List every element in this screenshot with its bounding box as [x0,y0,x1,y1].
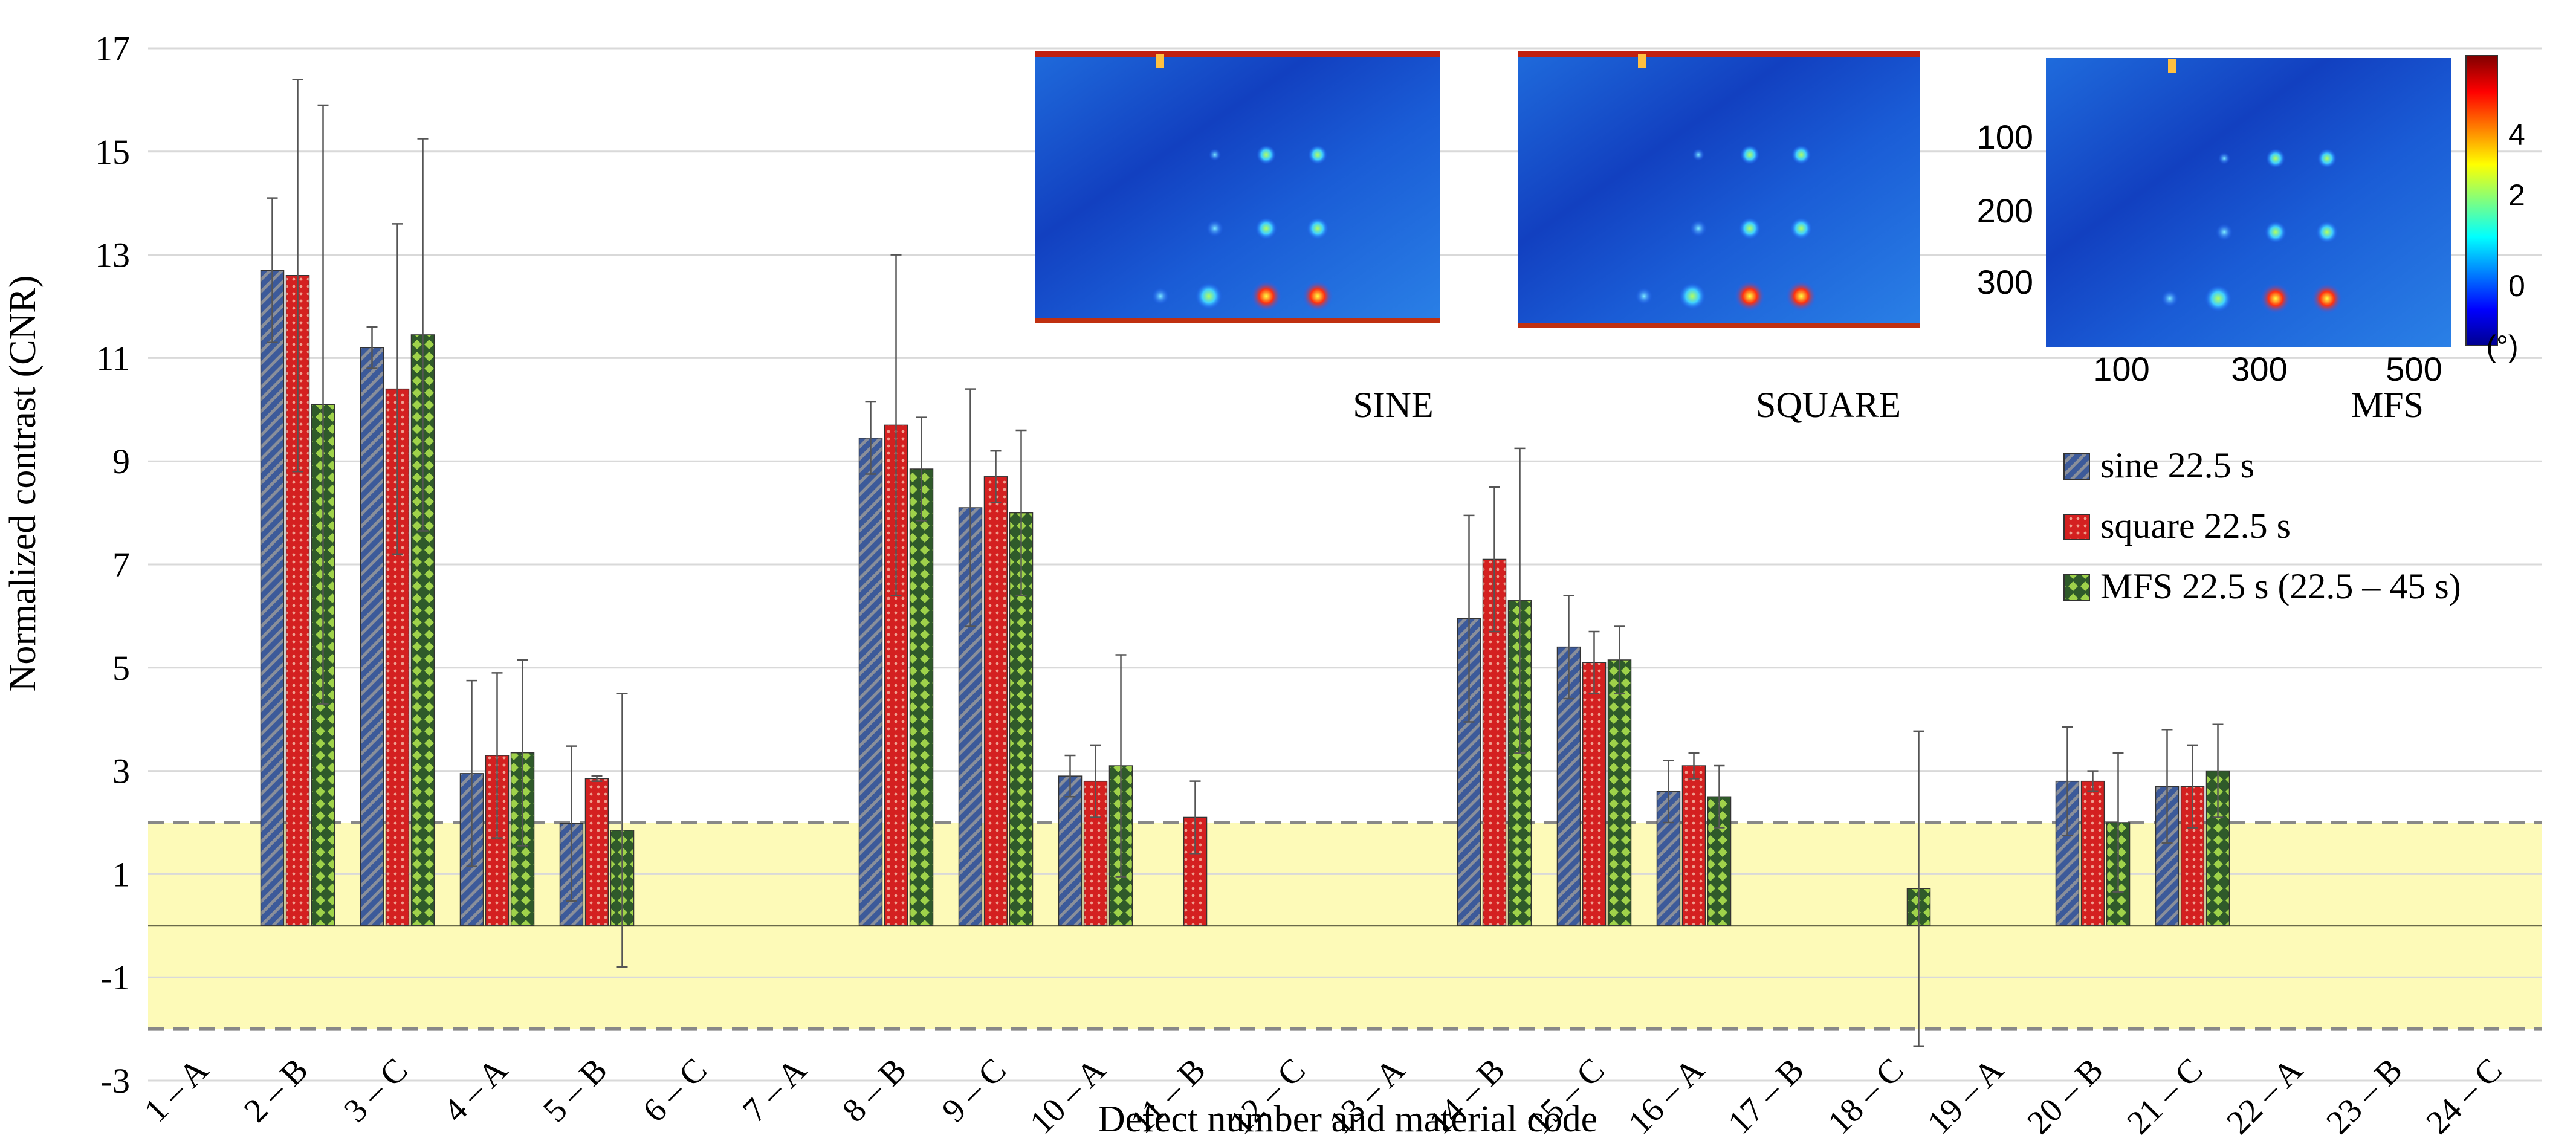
y-tick-label: 9 [112,442,130,481]
bar [360,347,384,926]
x-tick-label: 2 – B [237,1051,316,1130]
bar [983,476,1008,926]
bar [909,468,934,926]
colorbar-tick: 2 [2508,178,2525,212]
colorbar-tick: 4 [2508,118,2525,152]
bar [1009,512,1034,926]
x-tick-label: 8 – B [835,1051,914,1130]
legend-swatch-square [2063,514,2090,540]
x-tick-label: 20 – B [2020,1051,2110,1141]
bar [584,778,609,926]
x-axis-title: Defect number and material code [1098,1099,1597,1140]
colorbar-tick: 0 [2508,269,2525,303]
inset-x-tick: 500 [2386,350,2442,388]
inset-caption-mfs: MFS [2351,385,2424,425]
bar [1582,662,1607,926]
inset-x-tick: 100 [2093,350,2149,388]
x-tick-label: 17 – B [1721,1051,1811,1141]
x-tick-label: 3 – C [337,1051,415,1130]
y-tick-label: 11 [96,338,130,378]
square-thermogram [1518,51,1920,328]
y-tick-label: 1 [112,855,130,894]
inset-caption-square: SQUARE [1756,385,1901,425]
legend-label-square: square 22.5 s [2100,506,2291,546]
bar [260,270,285,926]
inset-y-tick: 100 [1977,118,2033,156]
legend-swatch-mfs [2063,574,2090,601]
y-tick-label: 17 [95,29,130,68]
mfs-thermogram: 100 200 300 100 300 500 [1977,58,2451,388]
y-tick-label: 3 [112,752,130,791]
x-tick-label: 22 – A [2219,1051,2310,1141]
y-axis-ticks: 17 15 13 11 9 7 5 3 1 -1 -3 [95,29,130,1101]
y-tick-label: 15 [95,132,130,172]
y-tick-label: 5 [112,648,130,688]
legend: sine 22.5 s square 22.5 s MFS 22.5 s (22… [2063,445,2461,606]
x-tick-label: 5 – B [536,1051,615,1130]
bar [2080,780,2105,926]
bar [1183,816,1208,926]
bar [858,438,883,926]
sine-thermogram [1035,51,1440,323]
x-tick-label: 19 – A [1920,1051,2011,1141]
y-tick-label: -3 [101,1061,130,1101]
inset-caption-sine: SINE [1353,385,1433,425]
x-tick-label: 18 – C [1820,1051,1911,1141]
legend-label-mfs: MFS 22.5 s (22.5 – 45 s) [2100,566,2461,606]
inset-thermograms: 100 200 300 100 300 500 4 2 0 (°) SINE S… [1035,51,2525,425]
x-tick-label: 21 – C [2120,1051,2210,1141]
x-tick-label: 9 – C [935,1051,1014,1130]
x-tick-label: 6 – C [636,1051,714,1130]
bar [1607,659,1632,926]
inset-y-tick: 200 [1977,192,2033,230]
legend-swatch-sine [2063,453,2090,480]
x-tick-label: 1 – A [137,1051,216,1130]
inset-y-tick: 300 [1977,263,2033,301]
colorbar: 4 2 0 (°) [2465,55,2525,363]
bar [1058,775,1083,926]
bar [1681,765,1706,926]
x-tick-label: 23 – B [2319,1051,2409,1141]
colorbar-unit: (°) [2486,329,2518,363]
x-tick-label: 16 – A [1621,1051,1712,1141]
y-axis-title: Normalized contrast (CNR) [2,276,44,692]
x-tick-label: 7 – A [736,1051,814,1130]
inset-x-tick: 300 [2231,350,2287,388]
y-tick-label: -1 [101,958,130,997]
y-tick-label: 13 [95,236,130,275]
legend-label-sine: sine 22.5 s [2100,445,2254,485]
error-bars [267,78,2224,1047]
x-tick-label: 24 – C [2419,1051,2509,1141]
x-tick-label: 4 – A [436,1051,515,1130]
y-tick-label: 7 [112,545,130,584]
